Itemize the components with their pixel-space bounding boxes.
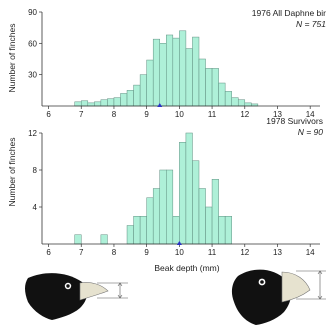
bars-1976 [74, 30, 259, 107]
bar-1978-16 [218, 216, 226, 245]
bar-1976-17 [185, 48, 193, 107]
bar-1978-12 [192, 160, 200, 245]
bar-1976-1 [80, 100, 89, 107]
x-tick-label-1978-6: 6 [46, 248, 51, 257]
bar-1976-22 [218, 82, 226, 107]
x-tick-label-1976-8: 8 [112, 110, 117, 119]
y-tick-label-1976-90: 90 [28, 8, 37, 17]
bar-1978-3 [133, 216, 141, 245]
bar-1978-11 [185, 132, 193, 245]
bar-1976-8 [126, 90, 134, 107]
bar-1978-2 [126, 225, 134, 245]
bar-1976-13 [159, 43, 167, 107]
x-tick-label-1976-9: 9 [144, 110, 149, 119]
bar-1978-14 [205, 206, 213, 245]
bar-1976-4 [100, 99, 108, 107]
chart-1978: Number of finches 1978 Survivors N = 90 … [7, 116, 323, 273]
x-tick-label-1978-10: 10 [175, 248, 184, 257]
bar-1976-3 [94, 101, 102, 107]
x-tick-label-1978-12: 12 [240, 248, 249, 257]
bar-1976-24 [231, 97, 239, 107]
x-tick-label-1978-14: 14 [306, 248, 315, 257]
annotation-1976-n: N = 751 [296, 19, 326, 29]
x-tick-label-1976-11: 11 [208, 110, 217, 119]
bar-1976-9 [133, 84, 141, 107]
y-tick-label-1978-4: 4 [33, 203, 38, 212]
bar-1978-5 [146, 197, 154, 245]
x-tick-label-1978-7: 7 [79, 248, 84, 257]
bar-1978-7 [159, 169, 167, 245]
bar-1978-9 [172, 216, 180, 245]
bar-1976-10 [139, 74, 147, 107]
bar-1976-26 [244, 102, 252, 107]
bar-1978-17 [224, 216, 232, 245]
bar-1976-16 [179, 30, 187, 107]
bar-1978-1 [100, 234, 108, 245]
finch-head-left [25, 273, 88, 320]
annotation-1976-title: 1976 All Daphne bir [252, 8, 326, 18]
x-tick-label-1976-7: 7 [79, 110, 84, 119]
finch-eye-right [260, 280, 264, 284]
bar-1976-6 [113, 97, 121, 107]
axes-1978: 6 7 8 9 10 11 12 13 14 4 8 12 [28, 129, 320, 257]
bar-1976-20 [205, 68, 213, 107]
mean-marker-1976 [157, 103, 163, 107]
bar-1978-0 [74, 234, 82, 245]
y-axis-label-1976: Number of finches [7, 24, 17, 93]
chart-1976: Number of finches 1976 All Daphne bir N … [7, 8, 326, 119]
x-tick-label-1976-12: 12 [240, 110, 249, 119]
finch-beak-right [281, 271, 311, 303]
y-tick-label-1978-12: 12 [28, 129, 37, 138]
bar-1976-18 [192, 36, 200, 107]
bar-1978-13 [198, 188, 206, 245]
bar-1976-2 [87, 102, 95, 107]
finch-small-beak-illustration [25, 273, 128, 320]
bar-1978-6 [152, 188, 160, 245]
finch-eye-left [66, 284, 70, 288]
bar-1978-4 [139, 216, 147, 245]
bar-1978-10 [179, 142, 187, 245]
mean-marker-1978 [176, 241, 182, 245]
y-axis-label-1978: Number of finches [7, 138, 17, 207]
bar-1976-11 [146, 59, 154, 107]
x-tick-label-1976-6: 6 [46, 110, 51, 119]
x-tick-label-1976-13: 13 [273, 110, 282, 119]
bar-1978-8 [166, 169, 174, 245]
bar-1976-12 [152, 38, 160, 107]
bar-1976-23 [224, 91, 232, 107]
x-tick-label-1978-13: 13 [273, 248, 282, 257]
bar-1976-5 [107, 98, 115, 107]
bar-1976-0 [74, 101, 82, 107]
beak-depth-arrowheads-right [317, 270, 323, 300]
axes-1976: 6 7 8 9 10 11 12 13 14 30 60 90 [28, 8, 320, 119]
bar-1976-21 [211, 68, 219, 107]
finch-beak-left [79, 282, 109, 301]
bar-1976-19 [198, 58, 206, 107]
x-tick-label-1978-9: 9 [144, 248, 149, 257]
beak-depth-arrowheads-left [117, 282, 123, 299]
annotation-1978-n: N = 90 [298, 127, 324, 137]
y-tick-label-1976-60: 60 [28, 39, 37, 48]
bars-1978 [74, 132, 232, 245]
x-tick-label-1978-11: 11 [208, 248, 217, 257]
bar-1976-25 [237, 99, 246, 107]
x-tick-label-1976-14: 14 [306, 110, 315, 119]
y-tick-label-1976-30: 30 [28, 71, 37, 80]
x-tick-label-1976-10: 10 [175, 110, 184, 119]
bar-1976-14 [166, 34, 174, 107]
x-tick-label-1978-8: 8 [112, 248, 117, 257]
bar-1976-15 [172, 37, 180, 107]
bar-1978-15 [211, 179, 219, 245]
finch-head-right [231, 269, 292, 325]
bar-1976-7 [120, 93, 128, 107]
x-axis-label: Beak depth (mm) [154, 263, 219, 273]
finch-large-beak-illustration [231, 269, 326, 325]
y-tick-label-1978-8: 8 [33, 166, 38, 175]
annotation-1978-title: 1978 Survivors [266, 116, 323, 126]
